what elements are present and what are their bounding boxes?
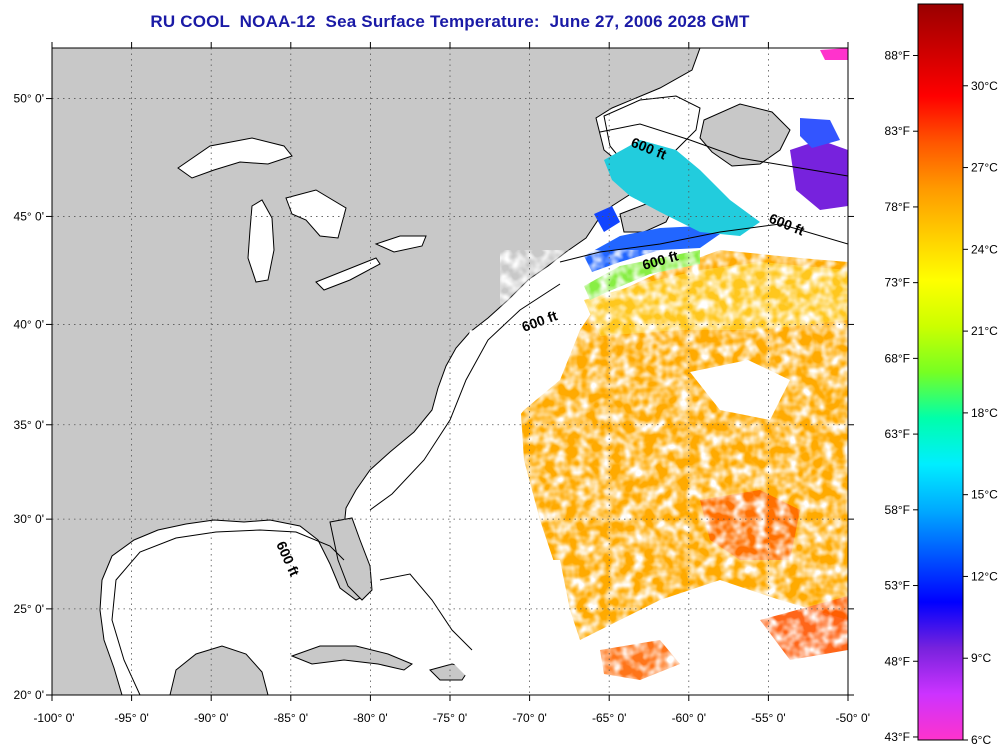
isobath-line-shelf [559, 223, 848, 263]
latitude-label: 20° 0' [14, 688, 44, 702]
lake-huron [285, 189, 347, 239]
sst-violet-newfoundland [790, 140, 848, 210]
map-title: RU COOL NOAA-12 Sea Surface Temperature:… [150, 12, 750, 31]
yucatan-land [169, 645, 269, 695]
sst-blue-newfoundland [800, 118, 840, 148]
colorbar-fahrenheit-label: 68°F [885, 351, 910, 365]
cloud-gap-west [450, 330, 580, 460]
lake-erie [315, 257, 381, 291]
cloud-gap-east [690, 360, 790, 420]
cloud-gap-south [430, 560, 580, 680]
colorbar-ticks [913, 54, 968, 741]
sst-cyan-shelf [604, 140, 760, 236]
longitude-label: -50° 0' [836, 711, 870, 725]
latitude-label: 45° 0' [14, 209, 44, 223]
axis-ticks [46, 42, 854, 701]
lake-michigan [247, 199, 275, 283]
longitude-axis-labels: -100° 0' -95° 0' -90° 0' -85° 0' -80° 0' -75°… [33, 711, 870, 725]
florida-land [329, 517, 373, 601]
colorbar-celsius-label: 30°C [971, 79, 998, 93]
longitude-label: -85° 0' [274, 711, 308, 725]
colorbar-fahrenheit-label: 88°F [885, 48, 910, 62]
colorbar-celsius-label: 21°C [971, 324, 998, 338]
isobath-line-bahamas [379, 573, 473, 651]
colorbar-celsius-labels: 30°C 27°C 24°C 21°C 18°C 15°C 12°C 9°C 6°C [971, 79, 998, 747]
latitude-label: 50° 0' [14, 92, 44, 106]
colorbar-fahrenheit-label: 73°F [885, 276, 910, 290]
colorbar-fahrenheit-label: 78°F [885, 200, 910, 214]
sst-magenta-patch [820, 48, 848, 62]
colorbar-celsius-label: 12°C [971, 569, 998, 583]
isobath-line-gulf [111, 529, 345, 695]
cuba-land [290, 645, 413, 671]
cloud-gap-northeast [700, 60, 848, 104]
longitude-label: -80° 0' [353, 711, 387, 725]
latitude-label: 30° 0' [14, 512, 44, 526]
sst-data-layer [430, 48, 848, 695]
longitude-label: -55° 0' [751, 711, 785, 725]
longitude-label: -65° 0' [592, 711, 626, 725]
isobath-line-north [599, 123, 848, 177]
longitude-label: -60° 0' [672, 711, 706, 725]
colorbar-celsius-label: 27°C [971, 161, 998, 175]
latitude-label: 40° 0' [14, 317, 44, 331]
newfoundland-land [699, 103, 791, 167]
colorbar-celsius-label: 24°C [971, 242, 998, 256]
longitude-label: -70° 0' [512, 711, 546, 725]
lake-superior [177, 137, 293, 179]
colorbar-fahrenheit-label: 63°F [885, 427, 910, 441]
colorbar-fahrenheit-label: 43°F [885, 730, 910, 744]
longitude-label: -95° 0' [114, 711, 148, 725]
colorbar-fahrenheit-label: 83°F [885, 124, 910, 138]
longitude-label: -100° 0' [33, 711, 74, 725]
latitude-label: 35° 0' [14, 418, 44, 432]
colorbar-celsius-label: 9°C [971, 651, 991, 665]
colorbar-fahrenheit-label: 58°F [885, 503, 910, 517]
lake-ontario [374, 235, 427, 253]
longitude-label: -75° 0' [433, 711, 467, 725]
colorbar-celsius-label: 18°C [971, 406, 998, 420]
latitude-label: 25° 0' [14, 602, 44, 616]
colorbar-celsius-label: 15°C [971, 488, 998, 502]
colorbar-fahrenheit-label: 48°F [885, 654, 910, 668]
latitude-axis-labels: 20° 0' 25° 0' 30° 0' 35° 0' 40° 0' 45° 0' 50° … [14, 92, 44, 702]
colorbar-fahrenheit-labels: 88°F 83°F 78°F 73°F 68°F 63°F 58°F 53°F 48°F 43°F [885, 48, 910, 743]
isobath-line-atlantic [369, 283, 561, 511]
isobath-contours [111, 123, 848, 695]
map-layers: 600 ft 600 ft 600 ft 600 ft 600 ft [52, 48, 848, 695]
colorbar-celsius-label: 6°C [971, 733, 991, 747]
colorbar-fahrenheit-label: 53°F [885, 579, 910, 593]
sst-blue-patch-ns [594, 206, 620, 232]
longitude-label: -90° 0' [194, 711, 228, 725]
colorbar [917, 3, 964, 741]
